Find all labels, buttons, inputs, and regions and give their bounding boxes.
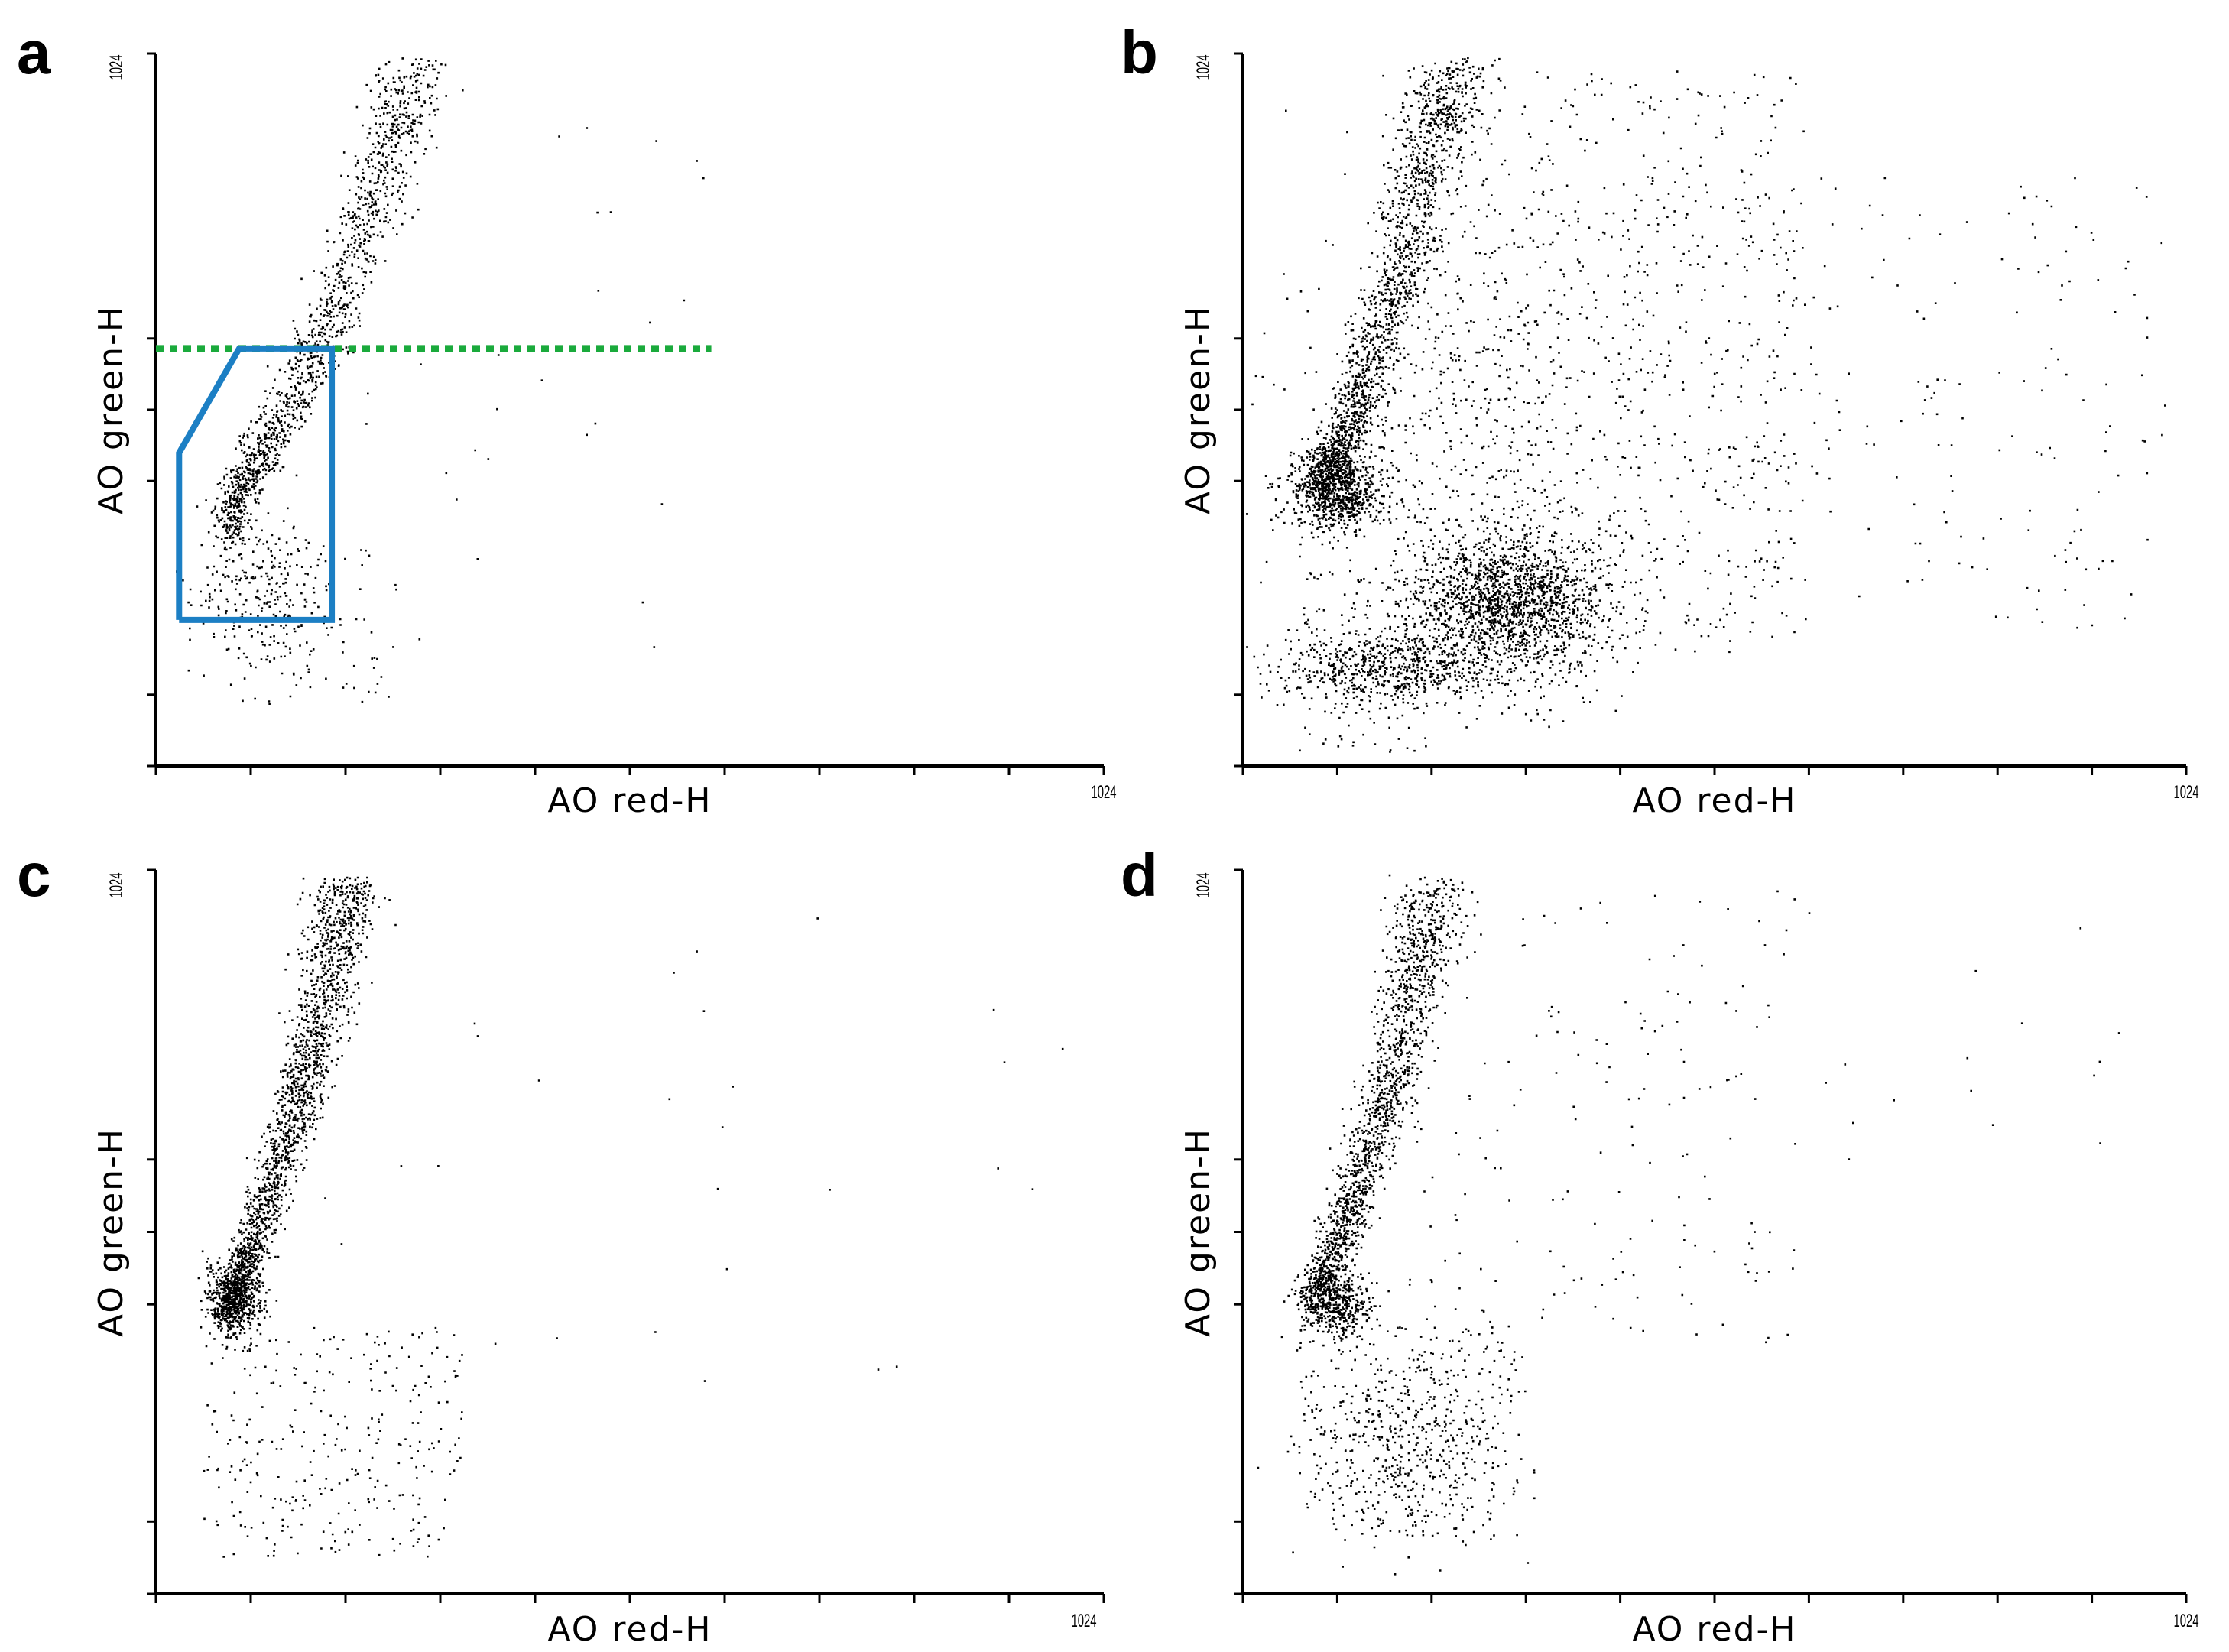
scatter-points bbox=[176, 57, 705, 706]
scatter-dots bbox=[1257, 874, 2120, 1576]
axis-ticks bbox=[1234, 52, 2188, 775]
x-axis-label: AO red-H bbox=[1632, 1610, 1796, 1649]
panel-letter: d bbox=[1121, 841, 1158, 909]
y-axis-label: AO green-H bbox=[1179, 1128, 1218, 1337]
y-axis-max-label: 1024 bbox=[1194, 54, 1214, 80]
panel-letter: a bbox=[17, 18, 51, 86]
x-axis-max-label: 1024 bbox=[2173, 783, 2198, 803]
y-axis-label: AO green-H bbox=[92, 305, 131, 514]
panel-a: a AO red-H AO green-H 1024 1024 bbox=[17, 18, 1117, 820]
scatter-points bbox=[1246, 57, 2166, 753]
scatter-points bbox=[197, 876, 1064, 1558]
axis-ticks bbox=[147, 868, 1105, 1603]
scatter-dots bbox=[1246, 57, 2166, 753]
y-axis-label: AO green-H bbox=[1179, 305, 1218, 514]
scatter-dots bbox=[197, 876, 1064, 1558]
scatter-dots bbox=[176, 57, 705, 706]
x-axis-max-label: 1024 bbox=[2173, 1611, 2198, 1631]
x-axis-label: AO red-H bbox=[547, 781, 712, 820]
panel-b: b AO red-H AO green-H 1024 1024 bbox=[1121, 18, 2199, 820]
x-axis-label: AO red-H bbox=[1632, 781, 1796, 820]
x-axis-label: AO red-H bbox=[547, 1610, 712, 1649]
gate-overlay bbox=[156, 345, 712, 623]
x-axis-max-label: 1024 bbox=[1071, 1611, 1096, 1631]
panel-c: c AO red-H AO green-H 1024 1024 bbox=[17, 841, 1105, 1649]
panel-letter: c bbox=[17, 841, 51, 909]
panel-letter: b bbox=[1121, 18, 1158, 86]
y-axis-max-label: 1024 bbox=[1194, 872, 1214, 897]
x-axis-max-label: 1024 bbox=[1091, 783, 1116, 803]
gate-polygon bbox=[176, 345, 336, 623]
axis-ticks bbox=[1234, 868, 2188, 1603]
scatter-points bbox=[1257, 874, 2120, 1576]
y-axis-max-label: 1024 bbox=[107, 54, 127, 80]
y-axis-max-label: 1024 bbox=[107, 872, 127, 897]
y-axis-label: AO green-H bbox=[92, 1128, 131, 1337]
panel-d: d AO red-H AO green-H 1024 1024 bbox=[1121, 841, 2199, 1649]
